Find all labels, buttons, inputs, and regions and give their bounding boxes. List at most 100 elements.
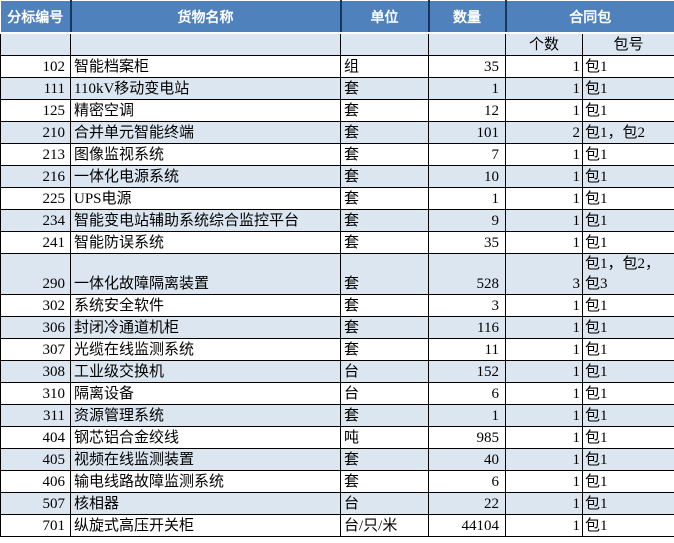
package-number-cell[interactable]: 包1 xyxy=(582,187,674,210)
bid-number-cell[interactable]: 701 xyxy=(0,514,71,537)
goods-name-cell[interactable]: 精密空调 xyxy=(70,99,341,122)
bid-number-cell[interactable]: 210 xyxy=(0,121,71,144)
package-count-cell[interactable]: 1 xyxy=(505,77,583,100)
header-package-count[interactable]: 个数 xyxy=(505,32,583,56)
package-count-cell[interactable]: 2 xyxy=(505,121,583,144)
package-count-cell[interactable]: 1 xyxy=(505,294,583,317)
package-count-cell[interactable]: 1 xyxy=(505,470,583,493)
unit-cell[interactable]: 台 xyxy=(340,382,429,405)
quantity-cell[interactable]: 35 xyxy=(428,55,506,78)
package-number-cell[interactable]: 包1 xyxy=(582,470,674,493)
package-count-cell[interactable]: 1 xyxy=(505,404,583,427)
goods-name-cell[interactable]: 智能防误系统 xyxy=(70,231,341,254)
quantity-cell[interactable]: 3 xyxy=(428,294,506,317)
bid-number-cell[interactable]: 307 xyxy=(0,338,71,361)
unit-cell[interactable]: 台 xyxy=(340,360,429,383)
bid-number-cell[interactable]: 213 xyxy=(0,143,71,166)
package-number-cell[interactable]: 包1 xyxy=(582,143,674,166)
bid-number-cell[interactable]: 241 xyxy=(0,231,71,254)
quantity-cell[interactable]: 116 xyxy=(428,316,506,339)
unit-cell[interactable]: 套 xyxy=(340,231,429,254)
goods-name-cell[interactable]: 封闭冷通道机柜 xyxy=(70,316,341,339)
subheader-empty-qty[interactable] xyxy=(428,32,506,56)
quantity-cell[interactable]: 6 xyxy=(428,470,506,493)
goods-name-cell[interactable]: 合并单元智能终端 xyxy=(70,121,341,144)
goods-name-cell[interactable]: UPS电源 xyxy=(70,187,341,210)
quantity-cell[interactable]: 9 xyxy=(428,209,506,232)
bid-number-cell[interactable]: 225 xyxy=(0,187,71,210)
package-number-cell[interactable]: 包1 xyxy=(582,404,674,427)
unit-cell[interactable]: 套 xyxy=(340,187,429,210)
bid-number-cell[interactable]: 111 xyxy=(0,77,71,100)
package-count-cell[interactable]: 1 xyxy=(505,231,583,254)
package-number-cell[interactable]: 包1 xyxy=(582,99,674,122)
goods-name-cell[interactable]: 一体化故障隔离装置 xyxy=(70,253,341,295)
unit-cell[interactable]: 套 xyxy=(340,209,429,232)
package-count-cell[interactable]: 1 xyxy=(505,426,583,449)
package-number-cell[interactable]: 包1 xyxy=(582,426,674,449)
quantity-cell[interactable]: 11 xyxy=(428,338,506,361)
goods-name-cell[interactable]: 资源管理系统 xyxy=(70,404,341,427)
quantity-cell[interactable]: 40 xyxy=(428,448,506,471)
quantity-cell[interactable]: 6 xyxy=(428,382,506,405)
quantity-cell[interactable]: 35 xyxy=(428,231,506,254)
package-number-cell[interactable]: 包1 xyxy=(582,382,674,405)
unit-cell[interactable]: 套 xyxy=(340,77,429,100)
unit-cell[interactable]: 套 xyxy=(340,294,429,317)
goods-name-cell[interactable]: 纵旋式高压开关柜 xyxy=(70,514,341,537)
bid-number-cell[interactable]: 406 xyxy=(0,470,71,493)
bid-number-cell[interactable]: 311 xyxy=(0,404,71,427)
bid-number-cell[interactable]: 125 xyxy=(0,99,71,122)
package-count-cell[interactable]: 1 xyxy=(505,55,583,78)
header-goods-name[interactable]: 货物名称 xyxy=(69,0,342,34)
bid-number-cell[interactable]: 404 xyxy=(0,426,71,449)
package-count-cell[interactable]: 1 xyxy=(505,360,583,383)
quantity-cell[interactable]: 12 xyxy=(428,99,506,122)
package-count-cell[interactable]: 1 xyxy=(505,187,583,210)
goods-name-cell[interactable]: 系统安全软件 xyxy=(70,294,341,317)
package-count-cell[interactable]: 1 xyxy=(505,514,583,537)
package-number-cell[interactable]: 包1 xyxy=(582,209,674,232)
goods-name-cell[interactable]: 工业级交换机 xyxy=(70,360,341,383)
package-number-cell[interactable]: 包1，包2 xyxy=(582,121,674,144)
unit-cell[interactable]: 套 xyxy=(340,121,429,144)
package-number-cell[interactable]: 包1 xyxy=(582,448,674,471)
package-count-cell[interactable]: 1 xyxy=(505,492,583,515)
package-count-cell[interactable]: 1 xyxy=(505,316,583,339)
unit-cell[interactable]: 套 xyxy=(340,165,429,188)
unit-cell[interactable]: 台/只/米 xyxy=(340,514,429,537)
unit-cell[interactable]: 套 xyxy=(340,99,429,122)
bid-number-cell[interactable]: 308 xyxy=(0,360,71,383)
unit-cell[interactable]: 吨 xyxy=(340,426,429,449)
bid-number-cell[interactable]: 302 xyxy=(0,294,71,317)
subheader-empty-name[interactable] xyxy=(70,32,341,56)
package-count-cell[interactable]: 1 xyxy=(505,382,583,405)
unit-cell[interactable]: 套 xyxy=(340,338,429,361)
package-count-cell[interactable]: 3 xyxy=(505,253,583,295)
package-number-cell[interactable]: 包1 xyxy=(582,77,674,100)
goods-name-cell[interactable]: 核相器 xyxy=(70,492,341,515)
quantity-cell[interactable]: 152 xyxy=(428,360,506,383)
quantity-cell[interactable]: 101 xyxy=(428,121,506,144)
bid-number-cell[interactable]: 507 xyxy=(0,492,71,515)
package-count-cell[interactable]: 1 xyxy=(505,338,583,361)
header-package-number[interactable]: 包号 xyxy=(582,32,674,56)
goods-name-cell[interactable]: 隔离设备 xyxy=(70,382,341,405)
goods-name-cell[interactable]: 钢芯铝合金绞线 xyxy=(70,426,341,449)
quantity-cell[interactable]: 1 xyxy=(428,77,506,100)
package-number-cell[interactable]: 包1 xyxy=(582,316,674,339)
bid-number-cell[interactable]: 310 xyxy=(0,382,71,405)
goods-name-cell[interactable]: 一体化电源系统 xyxy=(70,165,341,188)
unit-cell[interactable]: 套 xyxy=(340,448,429,471)
package-number-cell[interactable]: 包1 xyxy=(582,514,674,537)
package-count-cell[interactable]: 1 xyxy=(505,209,583,232)
unit-cell[interactable]: 套 xyxy=(340,316,429,339)
bid-number-cell[interactable]: 234 xyxy=(0,209,71,232)
quantity-cell[interactable]: 1 xyxy=(428,187,506,210)
unit-cell[interactable]: 组 xyxy=(340,55,429,78)
bid-number-cell[interactable]: 290 xyxy=(0,253,71,295)
unit-cell[interactable]: 套 xyxy=(340,404,429,427)
goods-name-cell[interactable]: 视频在线监测装置 xyxy=(70,448,341,471)
header-contract-package[interactable]: 合同包 xyxy=(504,0,674,34)
package-number-cell[interactable]: 包1 xyxy=(582,360,674,383)
